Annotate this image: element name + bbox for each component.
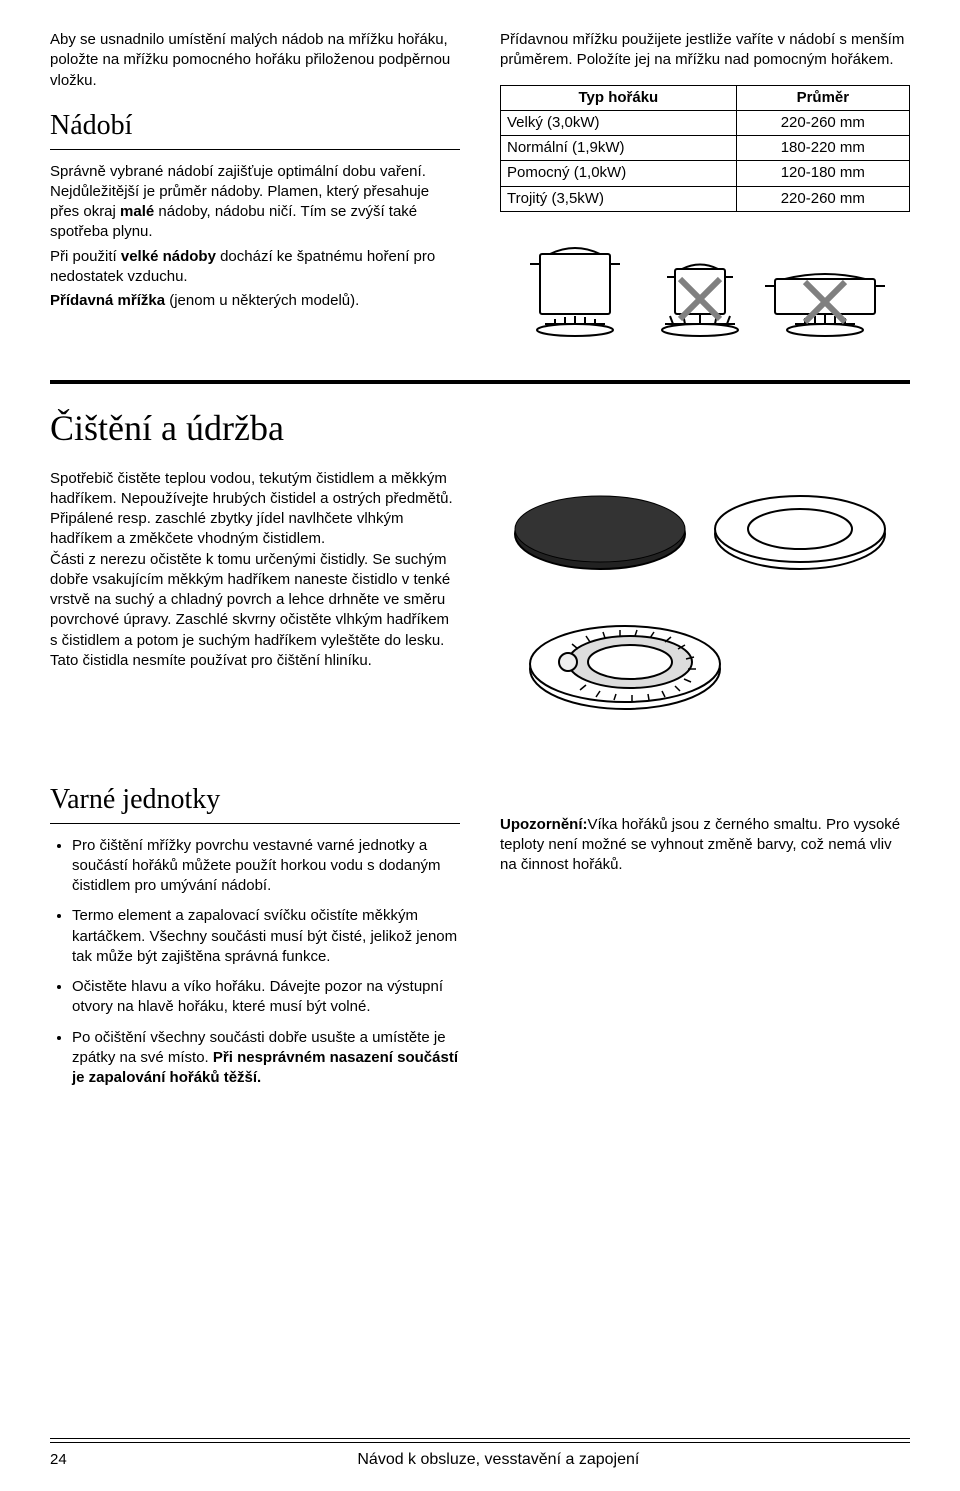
nadobi-para1: Správně vybrané nádobí zajišťuje optimál… xyxy=(50,162,460,243)
table-header-row: Typ hořáku Průměr xyxy=(501,85,910,110)
td-dia: 220-260 mm xyxy=(736,186,909,211)
cleaning-left: Spotřebič čistěte teplou vodou, tekutým … xyxy=(50,469,460,745)
list-item: Po očištění všechny součásti dobře usušt… xyxy=(72,1028,460,1089)
cleaning-title: Čištění a údržba xyxy=(50,404,910,453)
td-type: Velký (3,0kW) xyxy=(501,110,737,135)
text: Při použití xyxy=(50,248,121,265)
right-para: Přídavnou mřížku použijete jestliže vaří… xyxy=(500,30,910,71)
cleaning-section: Spotřebič čistěte teplou vodou, tekutým … xyxy=(50,469,910,745)
td-dia: 220-260 mm xyxy=(736,110,909,135)
text: (jenom u některých modelů). xyxy=(165,292,359,309)
warn-bold: Upozornění: xyxy=(500,816,588,833)
table-row: Pomocný (1,0kW)120-180 mm xyxy=(501,161,910,186)
units-left: Varné jednotky Pro čištění mřížky povrch… xyxy=(50,765,460,1099)
units-section: Varné jednotky Pro čištění mřížky povrch… xyxy=(50,765,910,1099)
pots-svg-icon xyxy=(515,224,895,354)
table-row: Velký (3,0kW)220-260 mm xyxy=(501,110,910,135)
pots-figure xyxy=(500,224,910,360)
th-dia: Průměr xyxy=(736,85,909,110)
text-bold: malé xyxy=(120,203,154,220)
td-dia: 180-220 mm xyxy=(736,136,909,161)
th-type: Typ hořáku xyxy=(501,85,737,110)
td-type: Normální (1,9kW) xyxy=(501,136,737,161)
table-row: Trojitý (3,5kW)220-260 mm xyxy=(501,186,910,211)
td-dia: 120-180 mm xyxy=(736,161,909,186)
nadobi-para2: Při použití velké nádoby dochází ke špat… xyxy=(50,247,460,288)
units-title: Varné jednotky xyxy=(50,781,460,824)
top-left-col: Aby se usnadnilo umístění malých nádob n… xyxy=(50,30,460,360)
td-type: Trojitý (3,5kW) xyxy=(501,186,737,211)
td-type: Pomocný (1,0kW) xyxy=(501,161,737,186)
list-item: Pro čištění mřížky povrchu vestavné varn… xyxy=(72,836,460,897)
top-section: Aby se usnadnilo umístění malých nádob n… xyxy=(50,30,910,360)
units-warning: Upozornění:Víka hořáků jsou z černého sm… xyxy=(500,815,910,876)
text-bold: Přídavná mřížka xyxy=(50,292,165,309)
list-item: Termo element a zapalovací svíčku očistí… xyxy=(72,906,460,967)
nadobi-para3: Přídavná mřížka (jenom u některých model… xyxy=(50,291,460,311)
footer-title: Návod k obsluze, vesstavění a zapojení xyxy=(87,1449,910,1471)
burner-parts-icon xyxy=(500,479,900,739)
units-bullets: Pro čištění mřížky povrchu vestavné varn… xyxy=(50,836,460,1089)
page-number: 24 xyxy=(50,1450,67,1470)
text-bold: velké nádoby xyxy=(121,248,216,265)
section-divider xyxy=(50,380,910,384)
burner-table: Typ hořáku Průměr Velký (3,0kW)220-260 m… xyxy=(500,85,910,212)
cleaning-para: Spotřebič čistěte teplou vodou, tekutým … xyxy=(50,469,460,672)
top-right-col: Přídavnou mřížku použijete jestliže vaří… xyxy=(500,30,910,360)
units-right: Upozornění:Víka hořáků jsou z černého sm… xyxy=(500,765,910,1099)
page-footer: 24 Návod k obsluze, vesstavění a zapojen… xyxy=(50,1438,910,1471)
nadobi-title: Nádobí xyxy=(50,107,460,150)
cleaning-right xyxy=(500,479,910,745)
intro-para: Aby se usnadnilo umístění malých nádob n… xyxy=(50,30,460,91)
list-item: Očistěte hlavu a víko hořáku. Dávejte po… xyxy=(72,977,460,1018)
table-row: Normální (1,9kW)180-220 mm xyxy=(501,136,910,161)
